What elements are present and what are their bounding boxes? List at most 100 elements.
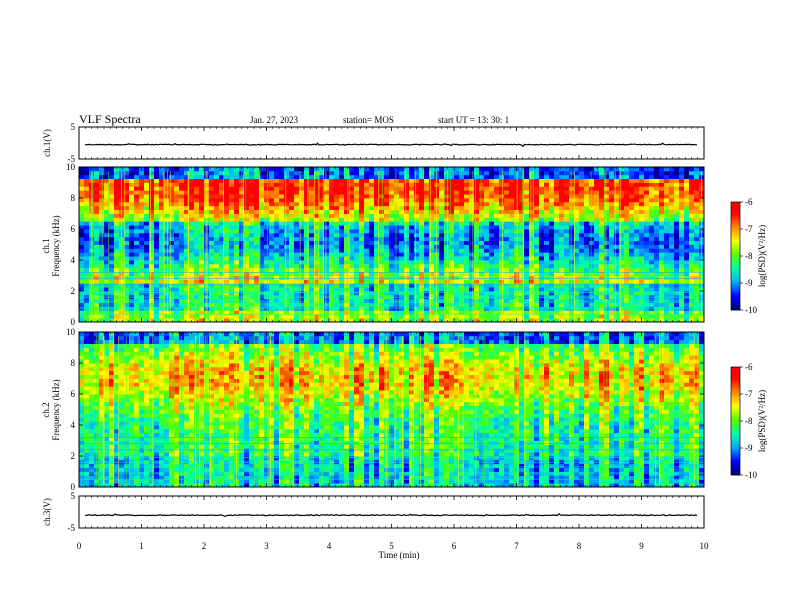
spectrogram-cell: [569, 310, 575, 315]
spectrogram-cell: [269, 306, 275, 311]
spectrogram-cell: [309, 287, 315, 292]
spectrogram-cell: [234, 236, 240, 242]
spectrogram-cell: [279, 217, 285, 222]
spectrogram-cell: [449, 310, 455, 315]
spectrogram-cell: [439, 167, 445, 172]
spectrogram-cell: [419, 217, 425, 222]
spectrogram-cell: [324, 198, 330, 203]
spectrogram-cell: [234, 240, 240, 245]
spectrogram-cell: [214, 174, 220, 180]
spectrogram-cell: [614, 229, 620, 234]
spectrogram-cell: [314, 306, 320, 311]
spectrogram-cell: [614, 306, 620, 311]
spectrogram-cell: [224, 298, 230, 304]
spectrogram-cell: [604, 182, 610, 187]
spectrogram-cell: [504, 244, 510, 249]
spectrogram-cell: [344, 298, 350, 304]
spectrogram-cell: [569, 174, 575, 180]
spectrogram-cell: [474, 198, 480, 203]
spectrogram-cell: [629, 302, 635, 307]
spectrogram-cell: [94, 240, 100, 245]
spectrogram-cell: [229, 209, 235, 214]
spectrogram-cell: [544, 252, 550, 257]
spectrogram-cell: [649, 174, 655, 180]
spectrogram-cell: [344, 252, 350, 257]
spectrogram-cell: [134, 186, 140, 191]
spectrogram-cell: [579, 190, 585, 195]
spectrogram-cell: [299, 310, 305, 315]
spectrogram-cell: [584, 182, 590, 187]
spectrogram-cell: [619, 318, 625, 323]
spectrogram-cell: [399, 213, 405, 218]
spectrogram-cell: [444, 263, 450, 269]
spectrogram-cell: [644, 186, 650, 191]
spectrogram-cell: [169, 252, 175, 257]
spectrogram-cell: [519, 182, 525, 187]
spectrogram-cell: [449, 178, 455, 183]
spectrogram-cell: [629, 252, 635, 257]
spectrogram-cell: [384, 302, 390, 307]
spectrogram-cell: [294, 267, 300, 273]
spectrogram-cell: [159, 174, 165, 180]
spectrogram-cell: [264, 170, 270, 176]
spectrogram-cell: [399, 198, 405, 203]
spectrogram-cell: [614, 310, 620, 315]
spectrogram-cell: [469, 182, 475, 187]
spectrogram-cell: [294, 310, 300, 315]
spectrogram-cell: [214, 194, 220, 199]
spectrogram-cell: [199, 174, 205, 180]
spectrogram-cell: [639, 236, 645, 242]
spectrogram-cell: [484, 283, 490, 288]
spectrogram-cell: [589, 229, 595, 234]
spectrogram-cell: [599, 225, 605, 230]
spectrogram-cell: [524, 318, 530, 323]
spectrogram-cell: [84, 213, 90, 218]
spectrogram-cell: [189, 287, 195, 292]
spectrogram-cell: [534, 318, 540, 323]
spectrogram-cell: [594, 205, 600, 211]
spectrogram-cell: [559, 229, 565, 234]
spectrogram-cell: [544, 194, 550, 199]
spectrogram-cell: [279, 252, 285, 257]
spectrogram-cell: [464, 190, 470, 195]
spectrogram-cell: [474, 186, 480, 191]
spectrogram-cell: [529, 260, 535, 265]
spectrogram-cell: [299, 248, 305, 253]
spectrogram-cell: [94, 310, 100, 315]
spectrogram-cell: [474, 194, 480, 199]
spectrogram-cell: [654, 306, 660, 311]
spectrogram-cell: [669, 217, 675, 222]
spectrogram-cell: [84, 283, 90, 288]
spectrogram-cell: [254, 198, 260, 203]
spectrogram-cell: [349, 314, 355, 319]
spectrogram-cell: [629, 240, 635, 245]
spectrogram-cell: [309, 205, 315, 211]
spectrogram-cell: [314, 178, 320, 183]
spectrogram-cell: [94, 279, 100, 284]
spectrogram-cell: [294, 291, 300, 296]
spectrogram-cell: [514, 221, 520, 226]
spectrogram-cell: [454, 275, 460, 280]
spectrogram-cell: [539, 244, 545, 249]
spectrogram-cell: [224, 271, 230, 276]
spectrogram-cell: [159, 178, 165, 183]
spectrogram-cell: [429, 205, 435, 211]
spectrogram-cell: [114, 190, 120, 195]
spectrogram-cell: [574, 225, 580, 230]
spectrogram-cell: [319, 310, 325, 315]
spectrogram-cell: [369, 221, 375, 226]
spectrogram-cell: [669, 186, 675, 191]
spectrogram-cell: [109, 236, 115, 242]
spectrogram-cell: [149, 318, 155, 323]
spectrogram-cell: [184, 283, 190, 288]
spectrogram-cell: [424, 263, 430, 269]
spectrogram-cell: [604, 263, 610, 269]
spectrogram-cell: [334, 306, 340, 311]
spectrogram-cell: [144, 248, 150, 253]
spectrogram-cell: [649, 279, 655, 284]
spectrogram-cell: [629, 205, 635, 211]
spectrogram-cell: [634, 209, 640, 214]
spectrogram-cell: [409, 287, 415, 292]
spectrogram-cell: [324, 201, 330, 207]
spectrogram-cell: [199, 217, 205, 222]
